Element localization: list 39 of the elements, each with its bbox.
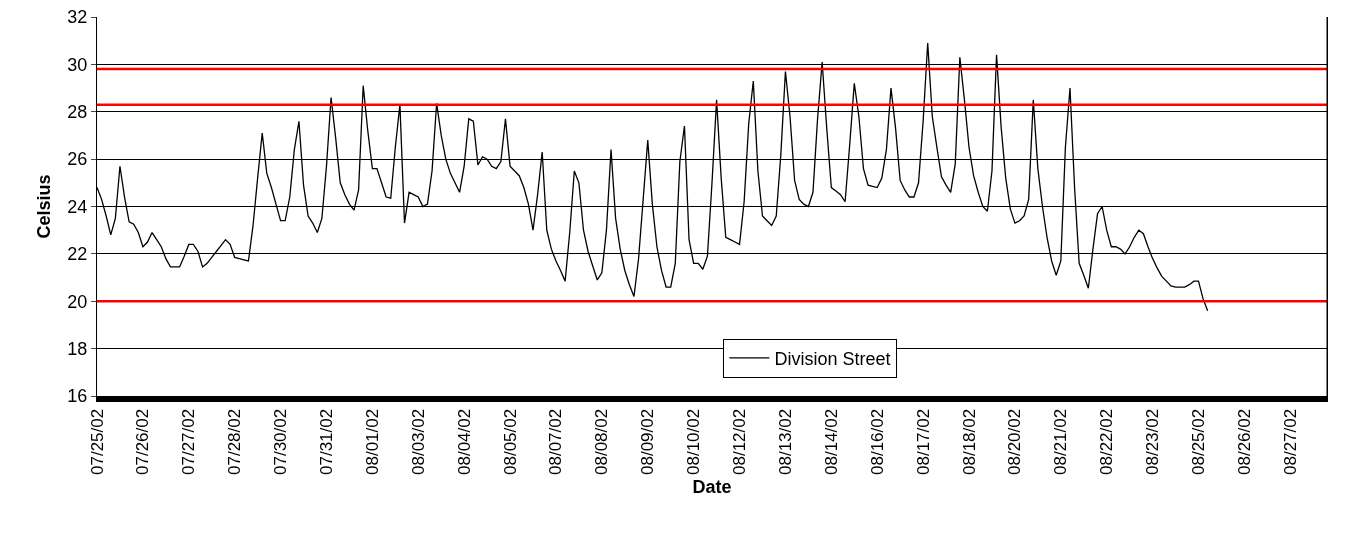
x-tick-label: 08/16/02	[867, 408, 887, 475]
x-tick-label: 07/31/02	[317, 408, 337, 475]
x-tick-label: 08/25/02	[1189, 408, 1209, 475]
legend-label: Division Street	[774, 348, 891, 369]
y-tick-label: 16	[67, 386, 88, 407]
x-tick-label: 08/05/02	[500, 408, 520, 475]
x-tick-label: 08/13/02	[775, 408, 795, 475]
x-tick-label: 08/17/02	[913, 408, 933, 475]
x-axis-title: Date	[692, 476, 732, 497]
y-tick-label: 20	[67, 291, 88, 312]
x-tick-label: 08/26/02	[1234, 408, 1254, 475]
x-tick-label: 07/30/02	[271, 408, 291, 475]
x-tick-label: 08/22/02	[1097, 408, 1117, 475]
x-tick-label: 08/20/02	[1005, 408, 1025, 475]
x-tick-label: 07/27/02	[179, 408, 199, 475]
x-tick-label: 07/28/02	[225, 408, 245, 475]
y-tick-label: 22	[67, 244, 88, 265]
x-tick-label: 08/08/02	[592, 408, 612, 475]
y-tick-label: 24	[67, 196, 88, 217]
x-tick-label: 08/10/02	[684, 408, 704, 475]
x-tick-label: 08/18/02	[959, 408, 979, 475]
x-tick-label: 08/27/02	[1280, 408, 1300, 475]
x-tick-label: 07/25/02	[87, 408, 107, 475]
x-tick-label: 08/21/02	[1051, 408, 1071, 475]
y-tick-label: 26	[67, 149, 88, 170]
y-axis-title: Celsius	[33, 174, 54, 239]
x-tick-label: 08/07/02	[546, 408, 566, 475]
x-tick-label: 07/26/02	[133, 408, 153, 475]
x-tick-label: 08/12/02	[730, 408, 750, 475]
x-tick-label: 08/04/02	[454, 408, 474, 475]
y-tick-label: 32	[67, 7, 88, 28]
x-tick-label: 08/09/02	[638, 408, 658, 475]
y-tick-label: 30	[67, 54, 88, 75]
x-tick-label: 08/03/02	[408, 408, 428, 475]
x-tick-label: 08/23/02	[1143, 408, 1163, 475]
y-tick-label: 28	[67, 102, 88, 123]
y-tick-label: 18	[67, 338, 88, 359]
x-tick-label: 08/14/02	[821, 408, 841, 475]
x-tick-label: 08/01/02	[362, 408, 382, 475]
